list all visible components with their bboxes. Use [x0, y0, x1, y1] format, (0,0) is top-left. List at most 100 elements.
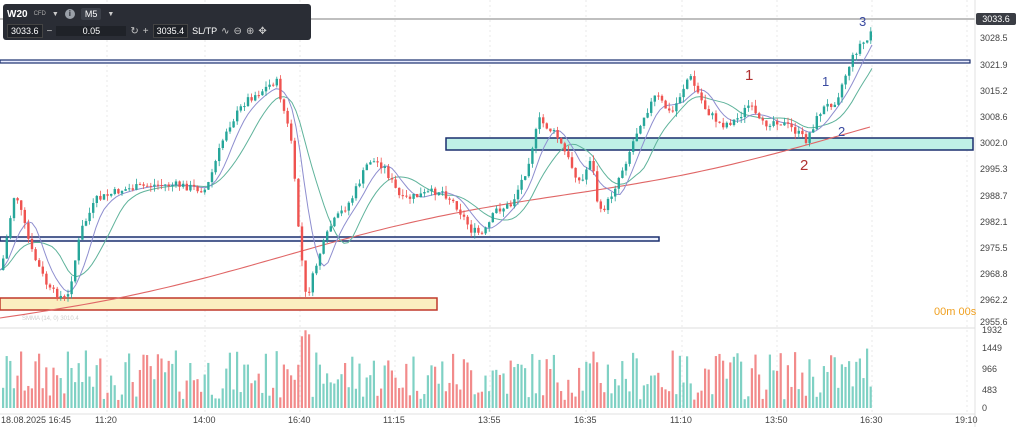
move-icon[interactable]: ✥	[258, 25, 267, 37]
candle-body	[596, 171, 599, 202]
volume-bar	[635, 358, 638, 408]
timeframe-dropdown-icon[interactable]: ▼	[107, 10, 115, 18]
candle-body	[419, 193, 422, 198]
price-axis-label: 2975.5	[980, 243, 1008, 253]
volume-bar	[714, 356, 717, 408]
candle-body	[120, 190, 124, 194]
volume-bar	[480, 391, 483, 408]
volume-bar	[336, 379, 339, 408]
chart-type-icon[interactable]: ∿	[221, 25, 230, 37]
timeframe-selector[interactable]: M5	[80, 8, 102, 20]
candle-body	[520, 179, 523, 190]
candle-body	[848, 66, 851, 76]
volume-bar	[142, 354, 145, 408]
volume-bar	[740, 361, 743, 408]
info-icon[interactable]: i	[64, 9, 75, 19]
volume-bar	[754, 354, 757, 408]
candle-body	[196, 186, 199, 192]
candle-body	[214, 161, 217, 173]
bid-price[interactable]: 3033.6	[7, 24, 43, 38]
symbol-dropdown-icon[interactable]: ▼	[51, 10, 59, 18]
volume-bar	[513, 367, 516, 408]
volume-bar	[225, 368, 228, 408]
volume-bar	[293, 379, 296, 408]
volume-bar	[466, 362, 469, 408]
candle-body	[822, 106, 826, 115]
volume-bar	[743, 399, 746, 408]
candle-body	[30, 238, 34, 250]
quantity-input[interactable]: 0.05	[56, 26, 127, 36]
sltp-button[interactable]: SL/TP	[192, 26, 218, 36]
volume-bar	[70, 367, 73, 408]
zoom-out-icon[interactable]: ⊖	[233, 25, 242, 37]
volume-bar	[664, 389, 667, 408]
candle-body	[408, 196, 412, 199]
volume-bar	[322, 383, 325, 408]
volume-bar	[185, 380, 188, 408]
volume-bar	[167, 360, 170, 408]
candle-body	[369, 162, 372, 165]
candle-body	[444, 191, 448, 199]
candle-body	[635, 133, 638, 142]
volume-bar	[718, 353, 721, 408]
volume-bar	[232, 389, 235, 408]
resistance-zone	[445, 137, 974, 151]
candle-body	[714, 113, 718, 122]
candle-body	[228, 127, 232, 132]
volume-bar	[146, 355, 149, 408]
candle-body	[149, 185, 152, 187]
candle-body	[660, 95, 664, 101]
candle-body	[689, 76, 692, 80]
symbol-name[interactable]: W20	[7, 8, 28, 20]
reset-icon[interactable]: ↻	[130, 25, 139, 37]
candle-body	[160, 184, 163, 186]
ask-price[interactable]: 3035.4	[152, 24, 189, 38]
volume-bar	[772, 370, 775, 408]
volume-bar	[120, 394, 123, 408]
candle-body	[426, 191, 430, 193]
volume-bar	[768, 354, 771, 408]
price-axis-label: 3021.9	[980, 60, 1008, 70]
candle-body	[189, 184, 192, 191]
price-axis-label: 3028.5	[980, 33, 1008, 43]
volume-bar	[642, 385, 645, 408]
candle-body	[862, 42, 865, 44]
volume-bar	[88, 376, 91, 408]
candle-body	[480, 232, 484, 234]
candle-body	[340, 210, 343, 214]
volume-bar	[430, 365, 433, 408]
volume-bar	[545, 359, 548, 408]
candle-body	[135, 184, 138, 190]
candle-body	[376, 161, 379, 163]
volume-bar	[617, 385, 620, 408]
minus-button[interactable]: −	[46, 25, 53, 37]
volume-bar	[365, 377, 368, 408]
support-line	[0, 236, 660, 242]
candle-body	[563, 143, 566, 152]
candle-body	[534, 129, 538, 149]
candle-body	[592, 160, 595, 172]
candle-body	[225, 131, 228, 141]
volume-bar	[308, 334, 311, 408]
volume-bar	[214, 398, 217, 408]
candle-body	[236, 110, 239, 122]
volume-bar	[434, 366, 437, 408]
volume-bar	[164, 372, 167, 408]
zoom-in-icon[interactable]: ⊕	[245, 25, 255, 37]
candle-body	[56, 288, 59, 299]
plus-button[interactable]: +	[142, 25, 149, 37]
candle-body	[351, 198, 354, 203]
candle-body	[383, 166, 386, 169]
candle-body	[99, 195, 102, 200]
volume-bar	[830, 355, 833, 408]
volume-bar	[290, 375, 293, 408]
candle-body	[164, 184, 167, 186]
candle-body	[434, 188, 437, 196]
volume-bar	[135, 396, 138, 408]
volume-bar	[750, 368, 753, 408]
volume-bar	[563, 399, 566, 408]
volume-bar	[419, 398, 422, 408]
candle-body	[286, 110, 289, 124]
volume-bar	[153, 379, 156, 408]
